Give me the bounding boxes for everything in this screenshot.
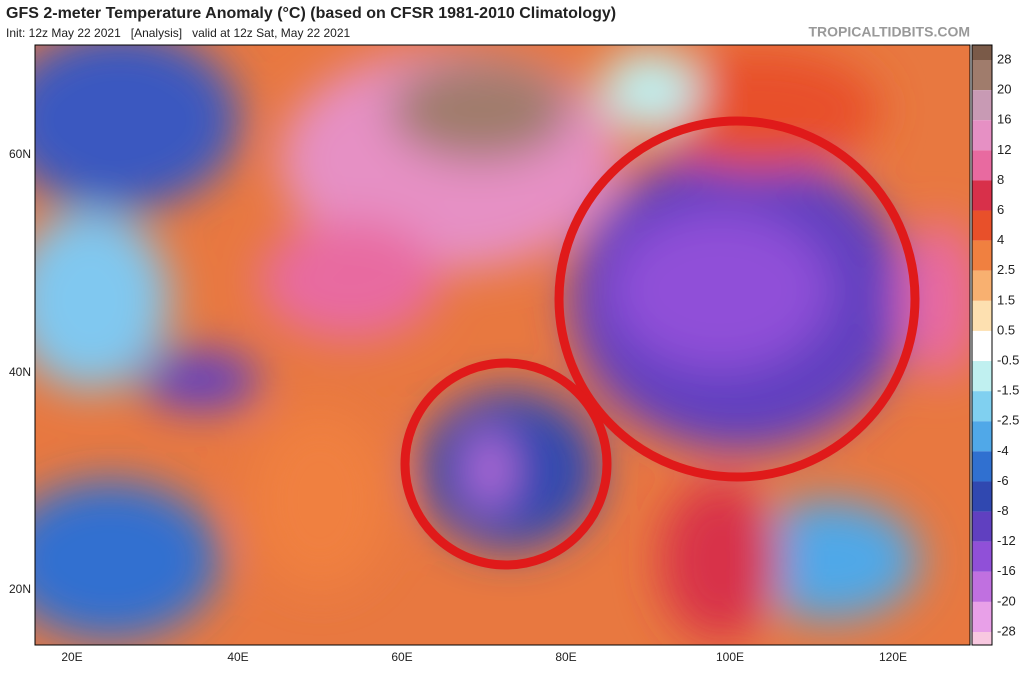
colorbar-label: 12 bbox=[997, 142, 1011, 157]
map bbox=[35, 45, 970, 645]
lon-label: 80E bbox=[555, 650, 576, 664]
colorbar-label: -6 bbox=[997, 473, 1009, 488]
colorbar-segment bbox=[972, 90, 992, 121]
colorbar-segment bbox=[972, 150, 992, 181]
colorbar-label: 16 bbox=[997, 112, 1011, 127]
colorbar-label: -2.5 bbox=[997, 413, 1019, 428]
colorbar-segment bbox=[972, 270, 992, 301]
colorbar-label: -1.5 bbox=[997, 383, 1019, 398]
colorbar-segment bbox=[972, 571, 992, 602]
colorbar-segment bbox=[972, 481, 992, 512]
colorbar-label: 28 bbox=[997, 51, 1011, 66]
colorbar-segment bbox=[972, 391, 992, 422]
map-frame bbox=[34, 44, 971, 646]
lon-label: 100E bbox=[716, 650, 744, 664]
lat-label: 60N bbox=[9, 147, 31, 161]
colorbar-label: -0.5 bbox=[997, 352, 1019, 367]
lon-label: 40E bbox=[227, 650, 248, 664]
colorbar-label: -16 bbox=[997, 563, 1016, 578]
colorbar-segment bbox=[972, 541, 992, 572]
colorbar-label: -8 bbox=[997, 503, 1009, 518]
subtitle: Init: 12z May 22 2021 [Analysis] valid a… bbox=[6, 26, 351, 40]
site: TROPICALTIDBITS.COM bbox=[808, 24, 970, 40]
lon-label: 20E bbox=[61, 650, 82, 664]
colorbar-segment bbox=[972, 601, 992, 632]
colorbar-label: -28 bbox=[997, 623, 1016, 638]
colorbar-label: 8 bbox=[997, 172, 1004, 187]
colorbar-segment bbox=[972, 240, 992, 271]
colorbar-label: 0.5 bbox=[997, 322, 1015, 337]
lat-label: 40N bbox=[9, 365, 31, 379]
colorbar-segment bbox=[972, 60, 992, 91]
lat-label: 20N bbox=[9, 582, 31, 596]
colorbar-label: 2.5 bbox=[997, 262, 1015, 277]
colorbar-segment bbox=[972, 632, 992, 645]
lon-label: 120E bbox=[879, 650, 907, 664]
colorbar-label: 20 bbox=[997, 82, 1011, 97]
colorbar-segment bbox=[972, 45, 992, 60]
colorbar-label: 6 bbox=[997, 202, 1004, 217]
colorbar-label: -12 bbox=[997, 533, 1016, 548]
title: GFS 2-meter Temperature Anomaly (°C) (ba… bbox=[6, 5, 616, 22]
highlight-circle bbox=[554, 116, 920, 482]
colorbar-segment bbox=[972, 210, 992, 241]
colorbar-frame bbox=[971, 44, 993, 646]
colorbar-segment bbox=[972, 120, 992, 151]
lon-label: 60E bbox=[391, 650, 412, 664]
colorbar-segment bbox=[972, 330, 992, 362]
colorbar-segment bbox=[972, 451, 992, 482]
colorbar-segment bbox=[972, 361, 992, 392]
colorbar-segment bbox=[972, 511, 992, 542]
colorbar-segment bbox=[972, 300, 992, 331]
colorbar-segment bbox=[972, 421, 992, 452]
colorbar-label: 4 bbox=[997, 232, 1004, 247]
colorbar-label: -20 bbox=[997, 593, 1016, 608]
colorbar-label: -4 bbox=[997, 443, 1009, 458]
colorbar-label: 1.5 bbox=[997, 292, 1015, 307]
highlight-circle bbox=[400, 358, 612, 570]
colorbar-segment bbox=[972, 180, 992, 211]
